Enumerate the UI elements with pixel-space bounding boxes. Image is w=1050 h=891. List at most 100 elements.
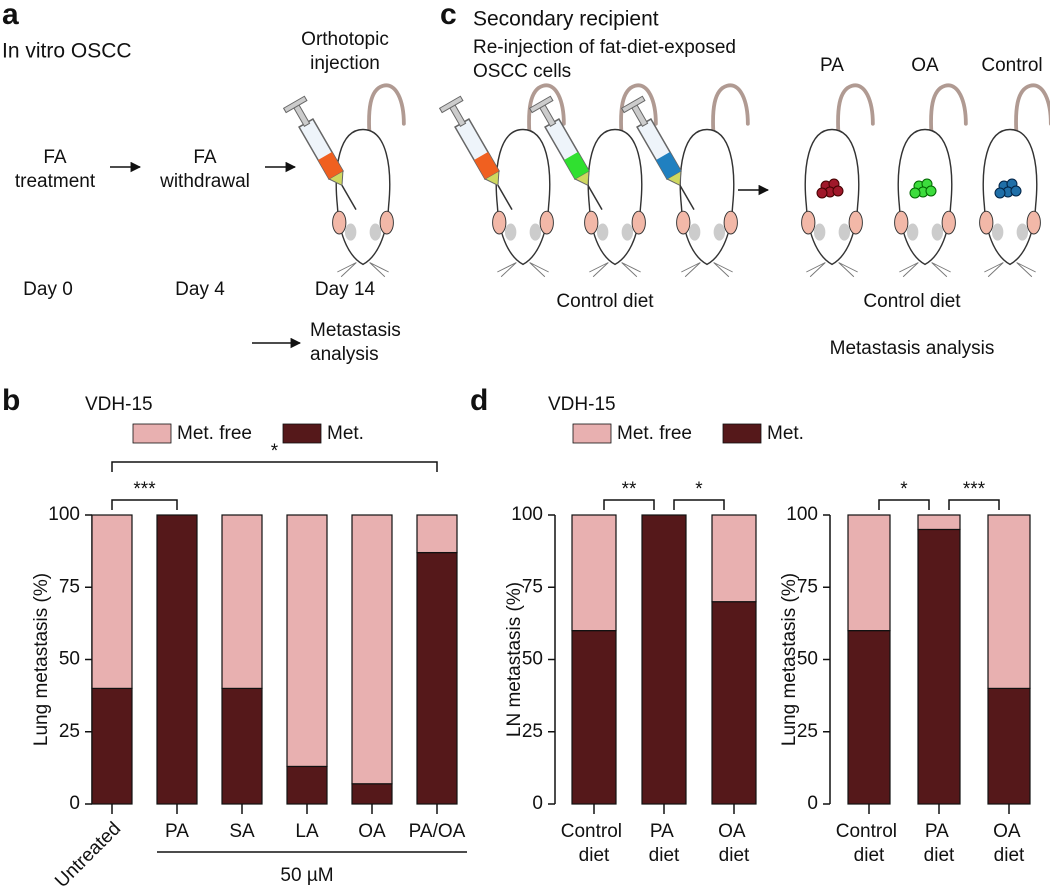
panel-letter: c bbox=[440, 0, 457, 31]
y-tick-label: 50 bbox=[59, 649, 80, 670]
y-tick-label: 0 bbox=[532, 793, 543, 814]
bar-segment bbox=[286, 765, 328, 805]
group-label: 50 µM bbox=[280, 865, 333, 886]
label: FA bbox=[193, 147, 217, 168]
x-tick-label: OA diet bbox=[993, 821, 1025, 866]
legend-swatch bbox=[132, 423, 172, 444]
bar-segment bbox=[987, 687, 1031, 805]
y-tick-label: 25 bbox=[522, 721, 543, 742]
bar-segment bbox=[156, 514, 198, 805]
significance-bracket bbox=[111, 499, 178, 510]
significance-bracket bbox=[878, 499, 930, 510]
bar-segment bbox=[416, 514, 458, 554]
y-tick-label: 0 bbox=[69, 793, 80, 814]
chart-title: VDH-15 bbox=[548, 394, 616, 415]
bar-segment bbox=[91, 514, 133, 689]
significance-label: * bbox=[695, 479, 703, 500]
bar-segment bbox=[221, 687, 263, 805]
significance-label: ** bbox=[622, 479, 637, 500]
x-tick-label: Control diet bbox=[836, 821, 903, 866]
bar-segment bbox=[711, 601, 757, 805]
subtitle: OSCC cells bbox=[473, 61, 571, 82]
group-label: Control bbox=[981, 55, 1042, 76]
y-tick-label: 100 bbox=[511, 504, 543, 525]
y-tick-label: 100 bbox=[48, 504, 80, 525]
label: FA bbox=[43, 147, 67, 168]
bar-segment bbox=[847, 629, 891, 805]
panel-letter: d bbox=[470, 384, 488, 417]
tumor bbox=[816, 178, 844, 199]
y-tick-label: 75 bbox=[522, 576, 543, 597]
label: Orthotopic bbox=[301, 29, 389, 50]
label: Metastasis bbox=[310, 320, 401, 341]
panel-title: Secondary recipient bbox=[473, 8, 659, 31]
bar-segment bbox=[286, 514, 328, 768]
group-label: OA bbox=[911, 55, 939, 76]
legend-swatch bbox=[572, 423, 612, 444]
chart-title: VDH-15 bbox=[85, 394, 153, 415]
y-tick-label: 25 bbox=[59, 721, 80, 742]
tumor bbox=[994, 178, 1022, 199]
legend-label: Met. bbox=[767, 423, 804, 444]
legend-label: Met. free bbox=[617, 423, 692, 444]
legend-label: Met. bbox=[327, 423, 364, 444]
x-tick-label: SA bbox=[229, 821, 255, 842]
y-tick-label: 75 bbox=[797, 576, 818, 597]
mouse bbox=[490, 83, 566, 279]
label: analysis bbox=[310, 344, 379, 365]
bar-segment bbox=[91, 687, 133, 805]
significance-label: * bbox=[271, 441, 279, 462]
x-tick-label: Untreated bbox=[51, 818, 125, 891]
mouse bbox=[582, 83, 658, 279]
bar-segment bbox=[987, 514, 1031, 689]
x-tick-label: Control diet bbox=[561, 821, 628, 866]
x-tick-label: LA bbox=[295, 821, 319, 842]
mouse bbox=[674, 83, 750, 279]
subtitle: Re-injection of fat-diet-exposed bbox=[473, 37, 736, 58]
panel-letter: a bbox=[2, 0, 19, 31]
bar-segment bbox=[351, 783, 393, 805]
x-tick-label: PA diet bbox=[924, 821, 955, 866]
bar-segment bbox=[711, 514, 757, 603]
bar-segment bbox=[917, 528, 961, 805]
legend-label: Met. free bbox=[177, 423, 252, 444]
y-tick-label: 75 bbox=[59, 576, 80, 597]
x-tick-label: OA bbox=[358, 821, 386, 842]
bar-segment bbox=[641, 514, 687, 805]
bar-segment bbox=[571, 514, 617, 632]
label: injection bbox=[310, 53, 380, 74]
legend-swatch bbox=[282, 423, 322, 444]
day: Day 4 bbox=[175, 279, 225, 300]
panel-letter: b bbox=[2, 384, 20, 417]
label: treatment bbox=[15, 171, 96, 192]
group-label: PA bbox=[820, 55, 844, 76]
significance-bracket bbox=[673, 499, 725, 510]
x-tick-label: PA bbox=[165, 821, 189, 842]
label: withdrawal bbox=[159, 171, 250, 192]
significance-label: * bbox=[900, 479, 908, 500]
syringe bbox=[282, 95, 368, 217]
x-tick-label: PA/OA bbox=[409, 821, 466, 842]
significance-bracket bbox=[603, 499, 655, 510]
panel-title: In vitro OSCC bbox=[2, 40, 132, 63]
y-axis-label: Lung metastasis (%) bbox=[31, 573, 52, 746]
bar-segment bbox=[351, 514, 393, 785]
y-axis-label: Lung metastasis (%) bbox=[779, 573, 800, 746]
significance-bracket bbox=[948, 499, 1000, 510]
bar-segment bbox=[917, 514, 961, 531]
syringe bbox=[528, 95, 614, 217]
day: Day 14 bbox=[315, 279, 376, 300]
mouse bbox=[330, 83, 406, 279]
syringe bbox=[620, 95, 706, 217]
y-axis-label: LN metastasis (%) bbox=[504, 582, 525, 737]
syringe bbox=[438, 95, 524, 217]
day: Day 0 bbox=[23, 279, 73, 300]
bar-segment bbox=[416, 551, 458, 805]
tumor bbox=[909, 178, 937, 199]
significance-label: *** bbox=[963, 479, 986, 500]
y-tick-label: 50 bbox=[522, 649, 543, 670]
legend-swatch bbox=[722, 423, 762, 444]
label: Control diet bbox=[863, 291, 961, 312]
y-tick-label: 100 bbox=[786, 504, 818, 525]
